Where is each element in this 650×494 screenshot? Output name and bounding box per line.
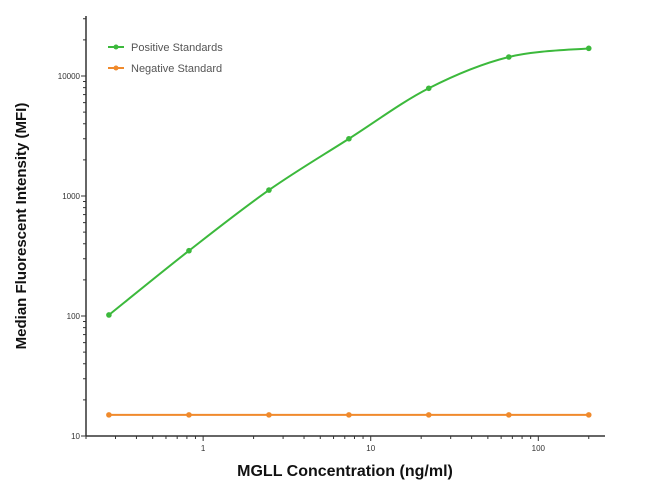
- data-point: [186, 412, 192, 418]
- data-point: [106, 312, 112, 318]
- y-tick-label: 100: [67, 312, 81, 321]
- legend-marker: [113, 44, 119, 50]
- legend-label: Negative Standard: [131, 63, 222, 75]
- data-point: [346, 412, 352, 418]
- series-layer: [106, 45, 592, 418]
- axes: 1 10 100 10 100 1000 10000: [58, 16, 605, 453]
- y-axis-title: Median Fluorescent Intensity (MFI): [13, 103, 30, 350]
- x-tick-label: 1: [201, 444, 206, 453]
- legend-label: Positive Standards: [131, 42, 223, 54]
- data-point: [425, 85, 432, 92]
- data-point: [585, 45, 592, 52]
- y-tick-label: 1000: [62, 192, 80, 201]
- x-tick-label: 10: [366, 444, 375, 453]
- data-point: [585, 412, 592, 418]
- y-tick-label: 10000: [58, 72, 81, 81]
- data-point: [506, 412, 512, 418]
- data-point: [106, 412, 112, 418]
- data-point: [266, 187, 272, 193]
- data-point: [425, 412, 432, 418]
- data-point: [186, 247, 192, 254]
- data-point: [506, 54, 512, 60]
- series-line-0: [108, 47, 589, 316]
- x-tick-label: 100: [532, 444, 546, 453]
- legend-marker: [113, 65, 119, 71]
- data-point: [266, 412, 272, 418]
- data-point: [346, 135, 352, 142]
- y-tick-label: 10: [71, 432, 80, 441]
- x-axis-title: MGLL Concentration (ng/ml): [237, 463, 453, 480]
- legend: Positive Standards Negative Standard: [108, 42, 223, 75]
